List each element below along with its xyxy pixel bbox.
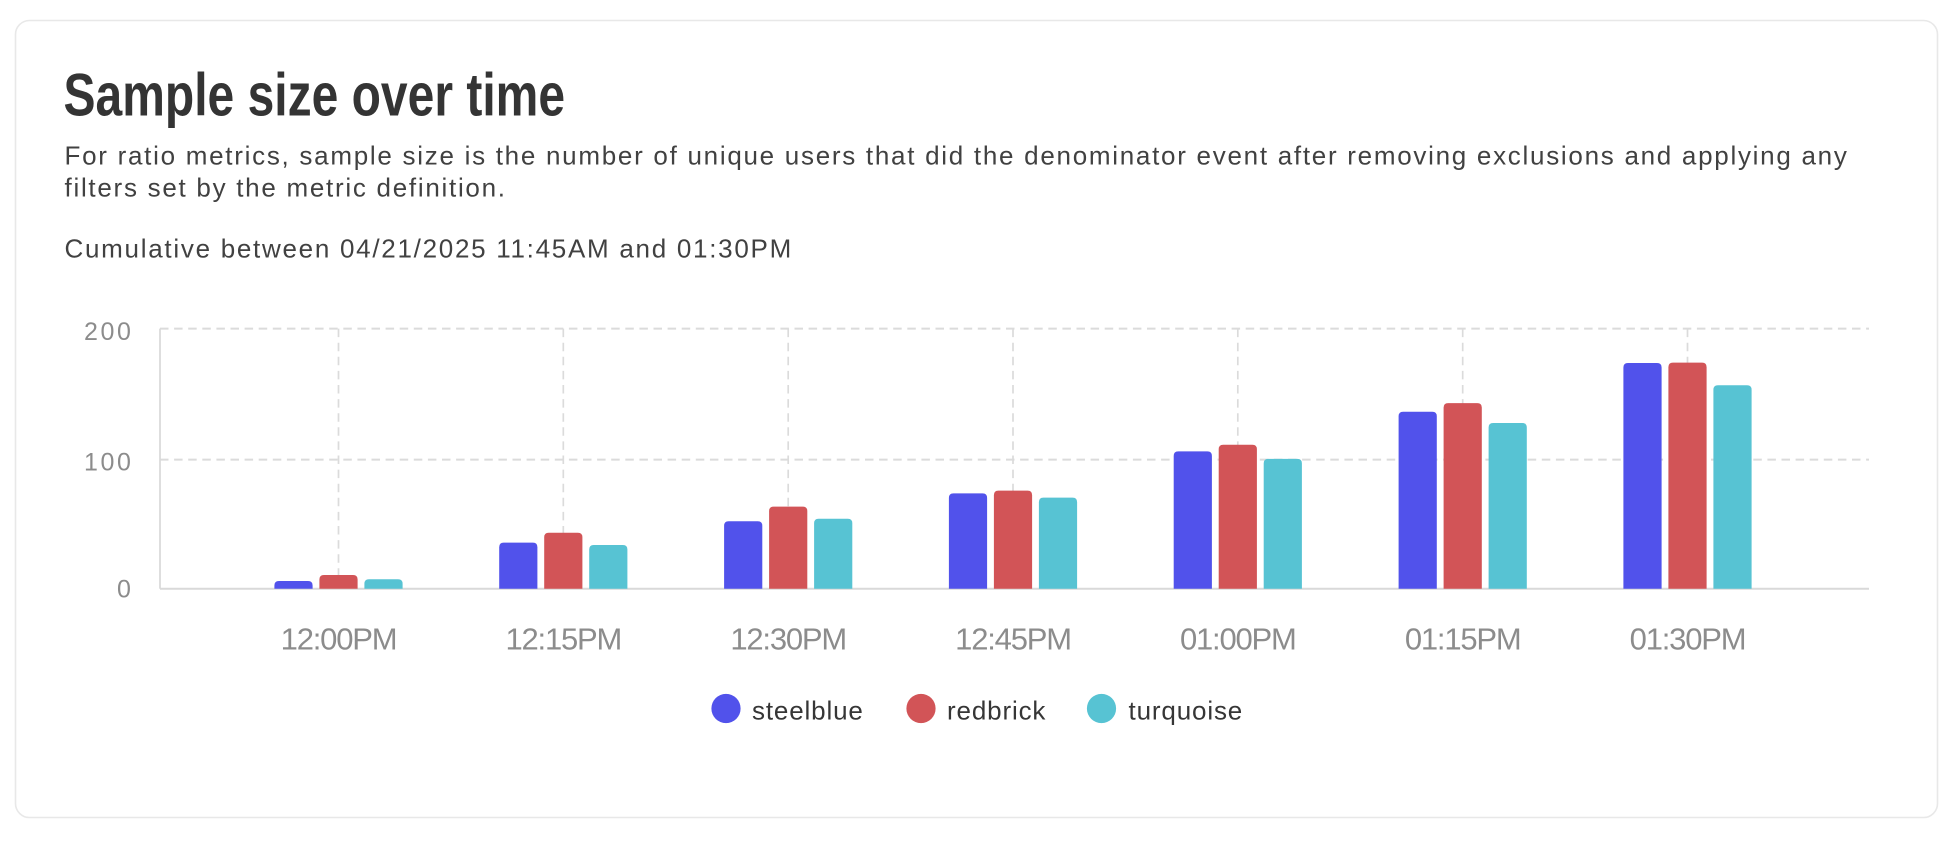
- svg-text:200: 200: [84, 318, 134, 346]
- svg-text:12:15PM: 12:15PM: [505, 621, 621, 656]
- svg-text:filters set by the metric defi: filters set by the metric definition.: [65, 172, 507, 202]
- svg-text:Cumulative between 04/21/2025: Cumulative between 04/21/2025 11:45AM an…: [65, 234, 793, 264]
- svg-text:12:30PM: 12:30PM: [730, 621, 846, 656]
- svg-text:12:45PM: 12:45PM: [955, 621, 1071, 656]
- svg-text:01:30PM: 01:30PM: [1630, 621, 1746, 656]
- svg-text:turquoise: turquoise: [1129, 695, 1244, 725]
- svg-text:redbrick: redbrick: [947, 695, 1046, 725]
- svg-text:100: 100: [84, 449, 134, 477]
- svg-text:01:00PM: 01:00PM: [1180, 621, 1296, 656]
- svg-text:Sample size over time: Sample size over time: [64, 61, 566, 128]
- svg-text:For ratio metrics, sample size: For ratio metrics, sample size is the nu…: [65, 141, 1849, 171]
- svg-text:steelblue: steelblue: [752, 695, 864, 725]
- svg-text:01:15PM: 01:15PM: [1405, 621, 1521, 656]
- svg-text:0: 0: [117, 575, 134, 603]
- svg-text:12:00PM: 12:00PM: [281, 621, 397, 656]
